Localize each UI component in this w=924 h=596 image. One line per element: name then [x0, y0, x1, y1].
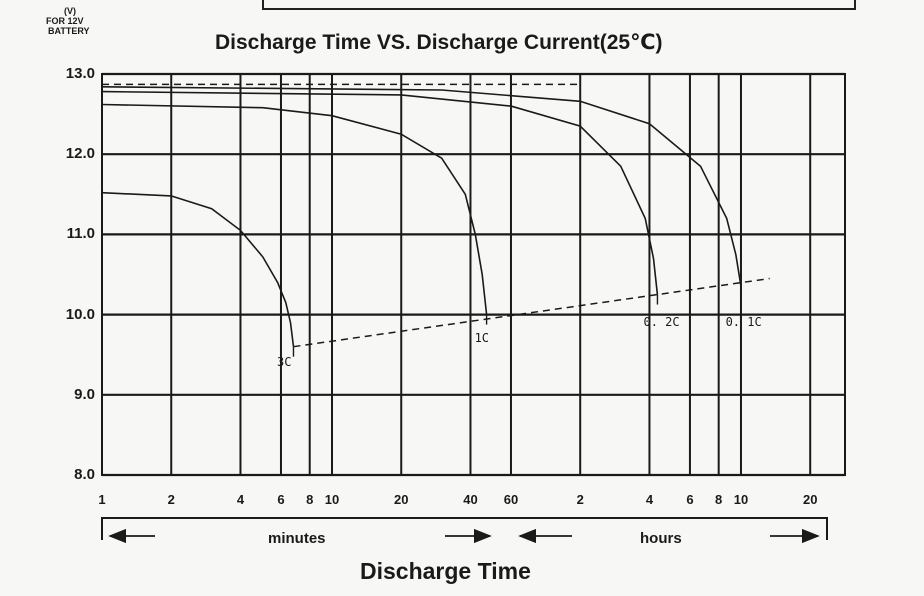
x-tick-label: 20: [802, 492, 818, 507]
time-range-bracket: [101, 517, 828, 540]
x-axis-title: Discharge Time: [360, 558, 531, 584]
hours-range-label: hours: [640, 530, 682, 547]
minutes-range-label: minutes: [268, 530, 326, 547]
curve-label-2: 0. 2C: [643, 314, 680, 329]
curve-label-3: 0. 1C: [725, 314, 762, 329]
y-unit-line-2: FOR 12V: [46, 16, 84, 26]
x-tick-label: 1: [98, 492, 106, 507]
x-tick-label: 4: [645, 492, 654, 507]
chart-title: Discharge Time VS. Discharge Current(25℃…: [215, 31, 663, 54]
curve-3C: [101, 191, 295, 347]
x-tick-label: 8: [306, 492, 314, 507]
x-tick-label: 2: [167, 492, 175, 507]
y-tick-label: 9.0: [74, 385, 95, 403]
curve-0_2C: [101, 90, 659, 295]
y-tick-label: 12.0: [65, 145, 95, 163]
curve-label-0: 3C: [276, 354, 292, 369]
y-tick-label: 13.0: [65, 65, 95, 82]
y-unit-line-1: (V): [64, 6, 76, 16]
curve-1C: [101, 103, 488, 315]
x-tick-label: 8: [715, 492, 723, 507]
y-unit-label: (V) FOR 12V BATTERY: [42, 6, 122, 36]
x-tick-label: 60: [503, 492, 519, 507]
y-tick-label: 10.0: [65, 305, 95, 323]
y-tick-label: 11.0: [66, 225, 95, 243]
x-tick-label: 2: [576, 492, 584, 507]
x-tick-label: 20: [394, 492, 409, 507]
x-tick-label: 4: [236, 492, 245, 507]
x-tick-label: 6: [686, 492, 694, 507]
y-tick-label: 8.0: [74, 466, 95, 483]
curve-0_1C: [101, 86, 742, 287]
top-border-strip: [262, 0, 856, 10]
x-tick-label: 6: [277, 492, 285, 507]
x-tick-label: 40: [463, 492, 478, 507]
y-unit-line-3: BATTERY: [48, 26, 90, 36]
curve-label-1: 1C: [474, 330, 490, 345]
x-tick-label: 10: [733, 492, 749, 507]
dashed-reference-line-1: [293, 277, 770, 348]
x-tick-label: 10: [324, 492, 340, 507]
plot-frame: [101, 73, 846, 476]
